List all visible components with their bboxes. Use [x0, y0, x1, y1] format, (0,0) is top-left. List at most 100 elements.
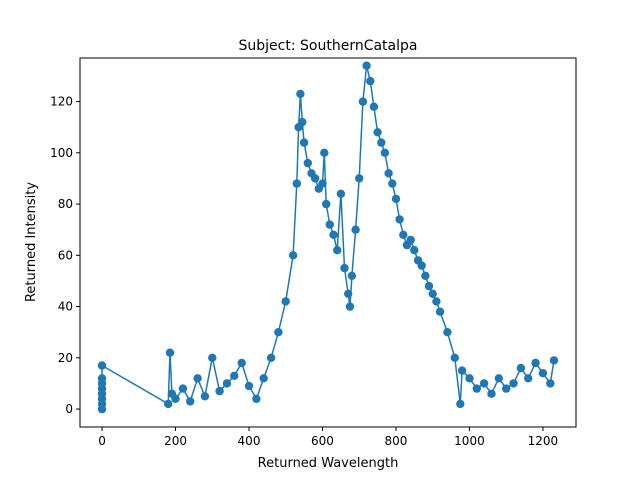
data-point	[164, 399, 173, 409]
y-tick-label: 60	[58, 248, 73, 262]
data-point	[336, 189, 346, 198]
data-point	[406, 235, 415, 245]
data-point	[340, 263, 349, 273]
data-point	[274, 328, 283, 337]
data-point	[288, 251, 298, 260]
data-point	[244, 381, 254, 391]
data-point	[369, 102, 379, 111]
data-point	[502, 384, 511, 393]
x-tick-label: 1000	[454, 434, 485, 448]
data-point	[428, 289, 437, 298]
data-point	[366, 76, 375, 86]
data-point	[259, 374, 268, 383]
y-tick-label: 40	[58, 300, 73, 314]
data-point	[424, 281, 434, 291]
data-point	[299, 138, 309, 147]
data-point	[325, 220, 334, 229]
y-tick-label: 20	[58, 351, 73, 365]
data-point	[531, 358, 540, 368]
data-point	[479, 379, 489, 388]
data-point	[549, 356, 559, 365]
data-point	[487, 389, 496, 398]
x-tick-label: 400	[238, 434, 261, 448]
y-tick-label: 120	[50, 95, 73, 109]
data-point	[329, 230, 338, 239]
data-point	[345, 302, 355, 311]
data-point	[432, 297, 441, 306]
y-axis-label: Returned Intensity	[24, 182, 39, 302]
data-point	[410, 246, 419, 255]
data-point	[435, 307, 445, 316]
data-point	[362, 61, 371, 70]
data-point	[391, 194, 401, 204]
data-point	[310, 174, 320, 183]
data-point	[355, 174, 364, 183]
data-point	[456, 399, 465, 409]
data-point	[538, 369, 548, 378]
data-point	[472, 384, 481, 393]
x-tick-label: 800	[385, 434, 408, 448]
x-tick-label: 600	[311, 434, 334, 448]
x-tick-label: 0	[98, 434, 106, 448]
data-point	[298, 117, 307, 127]
data-point	[186, 397, 195, 406]
data-point	[320, 148, 329, 157]
data-point	[97, 361, 107, 370]
data-point	[465, 374, 474, 383]
data-point	[546, 379, 555, 388]
data-point	[281, 297, 290, 306]
data-point	[222, 379, 232, 388]
data-point	[380, 148, 390, 157]
data-point	[377, 138, 386, 147]
data-point	[318, 179, 327, 188]
data-point	[97, 374, 107, 383]
plot-frame	[79, 57, 577, 428]
data-point	[296, 89, 305, 99]
data-point	[388, 179, 397, 188]
data-point	[421, 271, 430, 280]
data-point	[165, 348, 175, 357]
data-point	[178, 384, 188, 393]
data-point	[351, 225, 360, 234]
data-point	[399, 230, 408, 239]
data-point	[333, 246, 342, 255]
x-axis-label: Returned Wavelength	[258, 456, 399, 471]
data-point	[347, 271, 357, 280]
y-tick-label: 80	[58, 197, 73, 211]
data-point	[457, 366, 467, 375]
data-point	[292, 179, 301, 188]
data-point	[200, 392, 210, 401]
data-point	[252, 394, 261, 403]
data-point	[417, 261, 426, 270]
data-point	[395, 215, 404, 224]
data-point	[208, 353, 217, 362]
data-point	[303, 158, 312, 168]
x-tick-label: 200	[164, 434, 187, 448]
data-point	[237, 358, 246, 368]
data-point	[322, 199, 331, 209]
data-point	[193, 374, 202, 383]
data-point	[373, 128, 382, 137]
data-point	[215, 386, 224, 396]
data-point	[171, 394, 180, 403]
data-point	[494, 374, 503, 383]
data-point	[524, 374, 533, 383]
y-tick-label: 0	[65, 402, 73, 416]
data-point	[509, 379, 518, 388]
y-tick-label: 100	[50, 146, 73, 160]
x-axis: 0 200 400 600 800 1000 1200	[98, 427, 558, 448]
data-point	[516, 363, 526, 373]
data-point	[443, 328, 452, 337]
data-point	[266, 353, 276, 362]
chart-title: Subject: SouthernCatalpa	[239, 38, 418, 54]
x-tick-label: 1200	[528, 434, 559, 448]
y-axis: 0 20 40 60 80 100 120	[50, 95, 80, 416]
data-point	[358, 97, 368, 106]
plot-area	[97, 61, 559, 414]
data-point	[384, 169, 393, 178]
data-point	[230, 371, 239, 380]
data-point	[450, 353, 459, 362]
data-point	[344, 289, 353, 298]
